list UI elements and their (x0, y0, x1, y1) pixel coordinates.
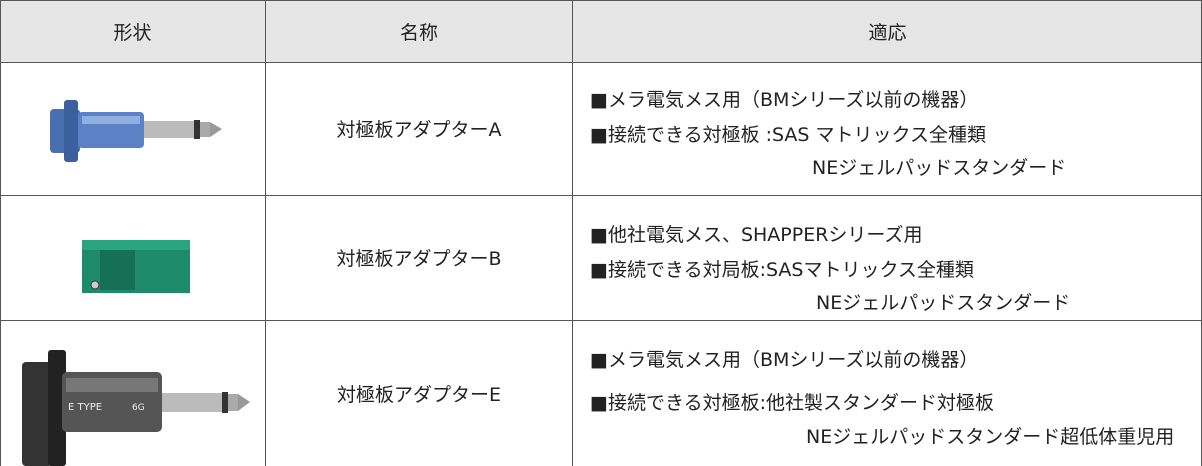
applicability-line: NEジェルパッドスタンダード (812, 157, 1067, 179)
image-label: 6G (132, 403, 145, 413)
header-cell: 形状 (0, 0, 265, 62)
applicability-line: NEジェルパッドスタンダード (816, 292, 1071, 314)
adapter-e-image: E TYPE 6G (22, 350, 250, 466)
adapter-name: 対極板アダプターE (336, 383, 501, 406)
adapter-a-image (50, 100, 222, 162)
row-border (0, 320, 1202, 321)
column-border (0, 0, 1, 466)
applicability-line: ■他社電気メス、SHAPPERシリーズ用 (590, 224, 923, 246)
applicability-line: ■接続できる対局板:SASマトリックス全種類 (590, 259, 974, 281)
adapter-name: 対極板アダプターB (336, 248, 502, 270)
row-border (0, 195, 1202, 196)
adapter-name: 対極板アダプターA (336, 119, 502, 141)
header-cell: 適応 (573, 0, 1202, 62)
header-cell: 名称 (266, 0, 572, 62)
image-label: E TYPE (68, 402, 102, 413)
applicability-line: ■メラ電気メス用（BMシリーズ以前の機器） (590, 89, 979, 111)
row-border (0, 62, 1202, 63)
applicability-line: ■接続できる対極板 :SAS マトリックス全種類 (590, 124, 986, 146)
applicability-line: ■メラ電気メス用（BMシリーズ以前の機器） (590, 349, 979, 371)
row-border (0, 0, 1202, 1)
column-border (572, 0, 573, 466)
applicability-line: NEジェルパッドスタンダード超低体重児用 (806, 426, 1175, 448)
adapter-b-image (82, 240, 190, 293)
column-border (265, 0, 266, 466)
applicability-line: ■接続できる対極板:他社製スタンダード対極板 (590, 392, 994, 414)
